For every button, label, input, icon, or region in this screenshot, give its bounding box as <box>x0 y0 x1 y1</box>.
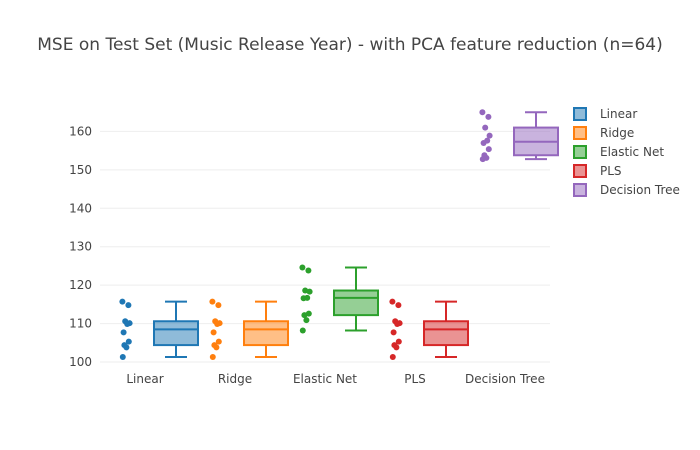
data-point[interactable] <box>479 109 486 116</box>
legend-label: Elastic Net <box>600 145 664 159</box>
data-point[interactable] <box>119 354 126 361</box>
series-elastic-net[interactable] <box>299 264 379 334</box>
data-point[interactable] <box>389 298 396 305</box>
data-point[interactable] <box>485 146 492 153</box>
data-point[interactable] <box>480 139 487 146</box>
legend-item-ridge[interactable]: Ridge <box>573 126 634 140</box>
data-point[interactable] <box>306 288 313 295</box>
x-tick-label: PLS <box>404 372 426 386</box>
legend-label: Ridge <box>600 126 634 140</box>
data-point[interactable] <box>485 113 492 120</box>
data-point[interactable] <box>209 298 216 305</box>
y-tick-label: 100 <box>69 355 92 369</box>
data-point[interactable] <box>390 329 397 336</box>
legend-item-linear[interactable]: Linear <box>573 107 637 121</box>
series-pls[interactable] <box>389 298 469 361</box>
data-point[interactable] <box>120 329 127 336</box>
data-point[interactable] <box>482 124 489 131</box>
legend-label: Linear <box>600 107 637 121</box>
data-point[interactable] <box>125 338 132 345</box>
x-tick-label: Ridge <box>218 372 252 386</box>
legend-swatch <box>573 145 587 159</box>
x-tick-label: Elastic Net <box>293 372 357 386</box>
legend-label: Decision Tree <box>600 183 680 197</box>
data-point[interactable] <box>395 338 402 345</box>
data-point[interactable] <box>215 338 222 345</box>
data-point[interactable] <box>300 295 307 302</box>
legend-swatch <box>573 107 587 121</box>
legend-swatch <box>573 164 587 178</box>
y-tick-label: 160 <box>69 124 92 138</box>
data-point[interactable] <box>486 132 493 139</box>
data-point[interactable] <box>215 302 222 309</box>
data-point[interactable] <box>210 329 217 336</box>
legend-item-pls[interactable]: PLS <box>573 164 622 178</box>
box-iqr[interactable] <box>333 289 379 317</box>
y-axis-ticks: 100 110 120 130 140 150 160 <box>69 124 92 369</box>
data-point[interactable] <box>123 344 130 351</box>
box-iqr[interactable] <box>243 320 289 347</box>
y-tick-label: 130 <box>69 240 92 254</box>
box-iqr[interactable] <box>153 320 199 347</box>
y-tick-label: 140 <box>69 201 92 215</box>
legend-swatch <box>573 183 587 197</box>
y-tick-label: 110 <box>69 317 92 331</box>
data-point[interactable] <box>124 320 131 327</box>
data-point[interactable] <box>394 320 401 327</box>
data-point[interactable] <box>393 344 400 351</box>
x-axis-ticks: Linear Ridge Elastic Net PLS Decision Tree <box>126 372 545 386</box>
series-decision-tree[interactable] <box>479 109 559 163</box>
y-tick-label: 120 <box>69 278 92 292</box>
legend-swatch <box>573 126 587 140</box>
y-tick-label: 150 <box>69 163 92 177</box>
data-point[interactable] <box>299 327 306 334</box>
data-point[interactable] <box>479 156 486 163</box>
legend-item-elastic-net[interactable]: Elastic Net <box>573 145 664 159</box>
x-tick-label: Linear <box>126 372 163 386</box>
legend-item-decision-tree[interactable]: Decision Tree <box>573 183 680 197</box>
series-ridge[interactable] <box>209 298 289 361</box>
data-point[interactable] <box>209 354 216 361</box>
data-point[interactable] <box>301 312 308 319</box>
series-linear[interactable] <box>119 298 199 361</box>
data-point[interactable] <box>119 298 126 305</box>
chart-title: MSE on Test Set (Music Release Year) - w… <box>37 35 662 55</box>
data-point[interactable] <box>303 317 310 324</box>
data-point[interactable] <box>305 267 312 274</box>
data-point[interactable] <box>389 354 396 361</box>
data-point[interactable] <box>214 320 221 327</box>
data-point[interactable] <box>125 302 132 309</box>
legend[interactable]: Linear Ridge Elastic Net PLS Decision Tree <box>573 107 680 197</box>
data-point[interactable] <box>299 264 306 271</box>
legend-label: PLS <box>600 164 622 178</box>
x-tick-label: Decision Tree <box>465 372 545 386</box>
data-point[interactable] <box>213 344 220 351</box>
data-point[interactable] <box>395 302 402 309</box>
plot-area <box>119 109 559 361</box>
box-iqr[interactable] <box>423 320 469 347</box>
